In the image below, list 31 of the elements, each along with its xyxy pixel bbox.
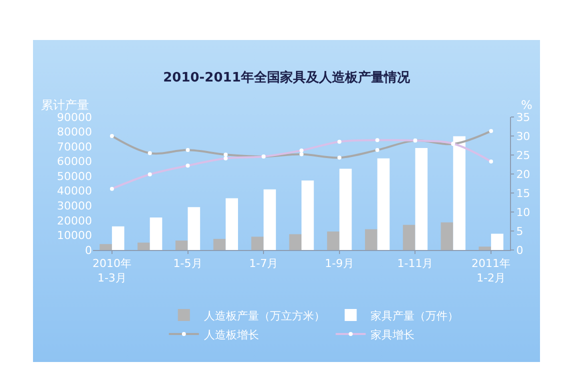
x-tick-label: 2010年 1-3月 [92,257,132,284]
x-tick-label: 1-7月 [249,257,278,270]
y2-tick-label: 30 [516,130,530,143]
chart-title: 2010-2011年全国家具及人造板产量情况 [163,69,411,86]
y-tick-label: 90000 [57,110,92,124]
y-tick-label: 40000 [57,184,92,198]
y2-tick-label: 20 [516,168,530,181]
y-tick-label: 70000 [57,140,92,154]
y-tick-label: 0 [85,244,92,257]
legend-label: 家具增长 [370,328,415,342]
y-tick-label: 20000 [57,214,92,228]
y2-tick-label: 0 [516,244,524,257]
y2-tick-label: 10 [516,206,530,219]
y2-tick-label: 5 [516,224,524,238]
y-tick-label: 60000 [57,155,92,168]
y2-tick-label: 25 [516,148,530,162]
y-tick-label: 10000 [57,229,92,242]
legend-label: 人造板增长 [204,328,259,342]
y-tick-label: 80000 [57,126,92,139]
x-tick-label: 2011年 1-2月 [472,257,511,284]
y-tick-label: 30000 [57,200,92,213]
x-tick-label: 1-11月 [397,257,434,270]
legend-label: 家具产量（万件） [370,309,459,322]
x-tick-label: 1-9月 [324,257,354,270]
x-tick-label: 1-5月 [173,257,202,270]
y2-axis-title: % [521,98,532,112]
y-axis-title: 累计产量 [41,98,89,112]
y2-tick-label: 35 [516,110,530,124]
legend-label: 人造板产量（万立方米） [204,309,325,322]
y2-tick-label: 15 [516,186,530,200]
y-tick-label: 50000 [57,170,92,183]
